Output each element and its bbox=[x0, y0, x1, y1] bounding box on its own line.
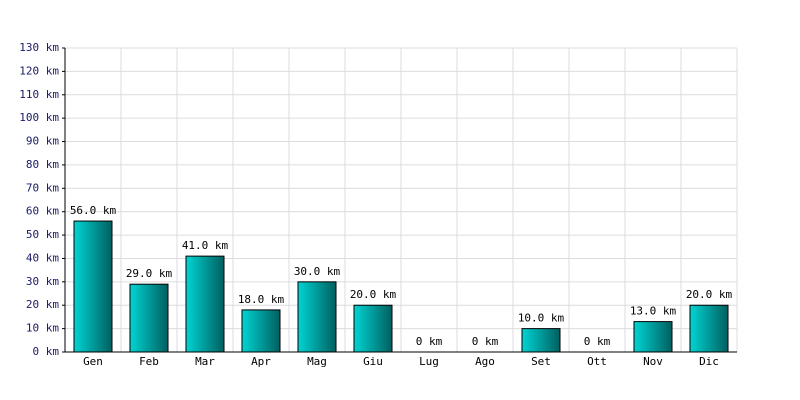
data-label: 20.0 km bbox=[350, 288, 397, 301]
x-tick-label: Ott bbox=[587, 355, 607, 368]
x-tick-label: Ago bbox=[475, 355, 495, 368]
bar bbox=[129, 283, 169, 353]
data-label: 0 km bbox=[472, 335, 499, 348]
data-label: 41.0 km bbox=[182, 239, 229, 252]
data-label: 20.0 km bbox=[686, 288, 733, 301]
bar bbox=[73, 220, 113, 353]
x-tick-label: Mag bbox=[307, 355, 327, 368]
data-label: 13.0 km bbox=[630, 305, 677, 318]
x-tick-label: Dic bbox=[699, 355, 719, 368]
data-label: 29.0 km bbox=[126, 267, 173, 280]
x-tick-label: Lug bbox=[419, 355, 439, 368]
x-tick-label: Giu bbox=[363, 355, 383, 368]
y-tick-label: 60 km bbox=[26, 205, 59, 218]
bar bbox=[241, 309, 281, 353]
data-label: 0 km bbox=[416, 335, 443, 348]
y-tick-label: 80 km bbox=[26, 158, 59, 171]
y-tick-label: 130 km bbox=[19, 41, 59, 54]
x-tick-label: Apr bbox=[251, 355, 271, 368]
y-tick-label: 20 km bbox=[26, 298, 59, 311]
x-tick-label: Set bbox=[531, 355, 551, 368]
y-tick-label: 10 km bbox=[26, 322, 59, 335]
data-label: 10.0 km bbox=[518, 312, 565, 325]
bar bbox=[633, 321, 673, 353]
y-tick-label: 100 km bbox=[19, 111, 59, 124]
y-tick-label: 90 km bbox=[26, 135, 59, 148]
bar bbox=[353, 304, 393, 353]
y-tick-label: 120 km bbox=[19, 64, 59, 77]
y-tick-label: 0 km bbox=[33, 345, 60, 358]
y-tick-label: 110 km bbox=[19, 88, 59, 101]
data-label: 0 km bbox=[584, 335, 611, 348]
x-tick-label: Feb bbox=[139, 355, 159, 368]
y-tick-label: 30 km bbox=[26, 275, 59, 288]
bar bbox=[689, 304, 729, 353]
x-tick-label: Mar bbox=[195, 355, 215, 368]
y-tick-label: 70 km bbox=[26, 181, 59, 194]
data-label: 56.0 km bbox=[70, 204, 117, 217]
data-label: 30.0 km bbox=[294, 265, 341, 278]
y-tick-label: 50 km bbox=[26, 228, 59, 241]
bar bbox=[521, 328, 561, 353]
bar bbox=[297, 281, 337, 353]
data-label: 18.0 km bbox=[238, 293, 285, 306]
y-tick-label: 40 km bbox=[26, 251, 59, 264]
bar bbox=[185, 255, 225, 353]
x-tick-label: Nov bbox=[643, 355, 663, 368]
x-tick-label: Gen bbox=[83, 355, 103, 368]
